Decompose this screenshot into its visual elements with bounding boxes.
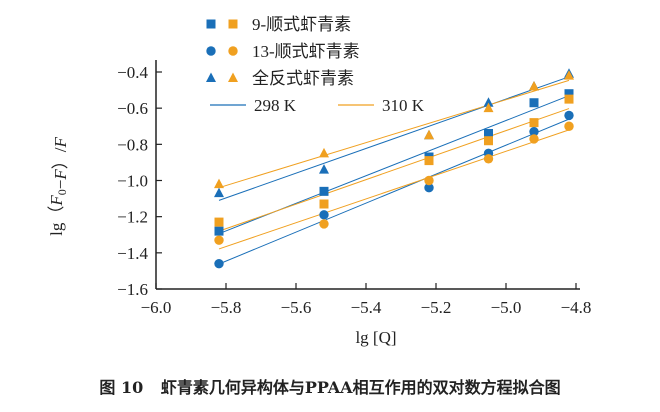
fit-line [218,79,570,189]
legend-marker [206,46,216,56]
data-point [319,210,329,220]
data-point [424,175,434,186]
fit-line [218,108,570,232]
data-point [564,70,574,80]
legend-marker [228,72,238,82]
data-point [319,164,329,174]
data-point [529,118,539,128]
x-tick-label: −6.0 [141,298,172,317]
data-point [319,147,329,158]
fit-line [218,118,570,265]
data-point [483,102,494,113]
y-tick-label: −1.0 [117,172,148,191]
data-point [214,187,224,198]
x-tick-label: −5.0 [491,298,522,317]
figure-caption: 图 10 虾青素几何异构体与PPAA相互作用的双对数方程拟合图 [0,374,660,398]
x-tick-label: −5.4 [351,298,382,317]
y-axis-label: lg（F0−F）/F [47,137,70,236]
legend-marker [206,72,216,82]
y-tick-label: −1.6 [117,280,148,299]
legend-marker [206,19,216,29]
legend-label: 全反式虾青素 [252,69,354,88]
y-tick-label: −1.2 [117,208,148,227]
data-point [529,98,539,108]
data-point [484,136,493,146]
data-point [424,129,434,140]
data-point [483,154,494,164]
data-point [564,94,574,104]
legend-marker [228,19,238,29]
data-point [529,134,539,144]
y-tick-label: −1.4 [117,244,148,263]
legend-label: 13-顺式虾青素 [252,42,360,61]
data-point [529,80,539,91]
x-tick-label: −5.8 [211,298,242,317]
y-tick-label: −0.4 [117,63,148,82]
data-point [319,186,329,196]
data-point [319,219,329,229]
legend-label: 298 K [254,96,297,115]
data-point [529,126,539,137]
data-point [214,235,224,245]
data-point [214,226,224,236]
legend-label: 310 K [382,96,425,115]
data-point [564,110,574,121]
fit-line [218,76,570,201]
data-point [319,199,329,209]
data-point [564,121,574,131]
legend-marker [228,46,238,56]
chart: −6.0 −5.8 −5.6 −5.4 −5.2 −5.0 −4.8 −1.6 −1.4 −1.2… [47,15,592,317]
caption-text: 虾青素几何异构体与PPAA相互作用的双对数方程拟合图 [160,378,561,397]
x-axis-label: lg [Q] [355,328,397,347]
fit-line [218,129,570,250]
y-tick-label: −0.6 [117,99,148,118]
data-point [214,217,224,227]
data-point [424,183,434,193]
data-point [564,89,574,99]
x-tick-label: −4.8 [561,298,592,317]
x-tick-label: −5.2 [421,298,452,317]
data-point [483,97,494,107]
data-point [214,258,224,269]
data-point [214,178,224,189]
data-point [484,128,493,138]
legend-label: 9-顺式虾青素 [252,15,351,34]
y-tick-label: −0.8 [117,135,148,154]
x-tick-label: −5.6 [281,298,312,317]
data-point [424,156,434,166]
caption-label: 图 10 [99,378,144,397]
